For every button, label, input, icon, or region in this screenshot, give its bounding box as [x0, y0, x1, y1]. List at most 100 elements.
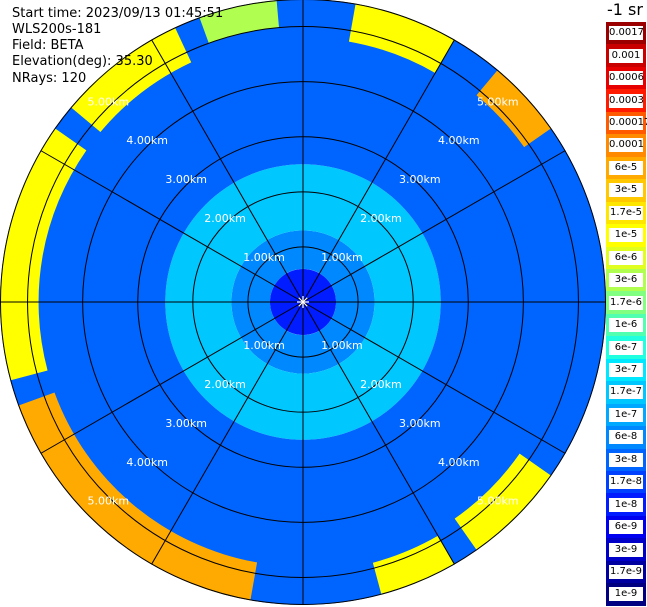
colorbar-cell: 0.00017 [606, 111, 647, 135]
range-label: 3.00km [399, 417, 441, 430]
colorbar-cell: 3e-5 [606, 179, 646, 203]
colorbar-tick-label: 0.0006 [609, 71, 644, 86]
colorbar-cell: 0.0006 [606, 66, 646, 90]
colorbar-tick-label: 1e-9 [609, 587, 643, 602]
range-label: 4.00km [438, 134, 480, 147]
colorbar-tick-label: 1.7e-7 [609, 385, 643, 400]
colorbar-tick-label: 3e-6 [609, 273, 643, 288]
colorbar-tick-label: 0.0001 [609, 138, 644, 153]
colorbar-cell: 1.7e-9 [606, 560, 646, 584]
colorbar-cell: 1.7e-7 [606, 381, 646, 405]
colorbar: 0.0017 0.001 0.0006 0.0003 0.00017 0.0001 6e-5… [606, 22, 647, 607]
center-marker-ray [298, 301, 304, 307]
colorbar-tick-label: 1e-6 [609, 318, 643, 333]
polar-grid [0, 0, 606, 605]
colorbar-cell: 1e-7 [606, 403, 646, 427]
range-label: 1.00km [321, 339, 363, 352]
range-label: 1.00km [243, 251, 285, 264]
range-label: 4.00km [126, 456, 168, 469]
range-label: 2.00km [204, 378, 246, 391]
range-label: 3.00km [399, 173, 441, 186]
colorbar-tick-label: 0.0017 [609, 26, 644, 41]
colorbar-units-label: -1 sr [607, 0, 643, 19]
range-label: 2.00km [360, 378, 402, 391]
colorbar-cell: 0.0001 [606, 134, 646, 158]
range-label: 5.00km [87, 95, 129, 108]
colorbar-cell: 1e-8 [606, 493, 646, 517]
range-label: 4.00km [438, 456, 480, 469]
colorbar-tick-label: 1e-8 [609, 497, 643, 512]
colorbar-tick-label: 1.7e-5 [609, 205, 643, 220]
colorbar-cell: 1.7e-5 [606, 201, 646, 225]
colorbar-tick-label: 1e-7 [609, 407, 643, 422]
colorbar-tick-label: 6e-6 [609, 250, 643, 265]
colorbar-tick-label: 3e-7 [609, 362, 643, 377]
colorbar-cell: 1e-5 [606, 224, 646, 247]
heatmap-region-10 [70, 27, 192, 133]
range-label: 3.00km [165, 173, 207, 186]
range-labels: 1.00km 1.00km 1.00km 1.00km 2.00km 2.00km 2.00… [87, 95, 518, 507]
colorbar-tick-label: 6e-8 [609, 430, 643, 445]
range-label: 1.00km [243, 339, 285, 352]
colorbar-cell: 0.0003 [606, 89, 646, 113]
radial-spoke-210 [151, 301, 304, 565]
colorbar-cell: 1e-6 [606, 313, 646, 337]
colorbar-cell: 1.7e-8 [606, 471, 646, 494]
heatmap-region-2 [165, 164, 441, 440]
radial-spoke-30 [302, 39, 455, 303]
radial-spoke-300 [40, 150, 304, 303]
center-marker-ray [302, 301, 308, 307]
colorbar-cell: 3e-6 [606, 268, 646, 292]
center-marker-ray [298, 297, 304, 303]
colorbar-tick-label: 1.7e-6 [609, 295, 643, 310]
ppi-polar-plot: 1.00km 1.00km 1.00km 1.00km 2.00km 2.00km 2.00… [0, 0, 606, 605]
radial-spoke-60 [302, 150, 566, 303]
colorbar-cell: 3e-7 [606, 358, 646, 382]
device-name-text: WLS200s-181 [12, 22, 102, 37]
heatmap-region-6 [454, 453, 552, 551]
nrays-text: NRays: 120 [12, 71, 87, 86]
colorbar-tick-label: 3e-9 [609, 542, 643, 557]
field-text: Field: BETA [12, 38, 84, 53]
colorbar-tick-label: 1e-5 [609, 228, 643, 243]
heatmap-region-4 [348, 3, 455, 73]
colorbar-cell: 6e-6 [606, 246, 646, 270]
range-label: 3.00km [165, 417, 207, 430]
center-marker-ray [302, 297, 308, 303]
radial-spoke-330 [151, 39, 304, 303]
radial-spoke-150 [302, 301, 455, 565]
colorbar-tick-label: 6e-7 [609, 340, 643, 355]
range-label: 2.00km [204, 212, 246, 225]
colorbar-tick-label: 3e-8 [609, 452, 643, 467]
range-label: 4.00km [126, 134, 168, 147]
range-label: 1.00km [321, 251, 363, 264]
colorbar-cell: 0.0017 [606, 22, 646, 45]
colorbar-cell: 0.001 [606, 44, 646, 68]
colorbar-tick-label: 6e-5 [609, 160, 643, 175]
colorbar-cell: 6e-7 [606, 336, 646, 360]
range-label: 5.00km [477, 495, 519, 508]
colorbar-tick-label: 0.0003 [609, 93, 644, 108]
colorbar-tick-label: 0.00017 [609, 116, 647, 131]
heatmap-region-8 [18, 392, 258, 601]
colorbar-tick-label: 0.001 [609, 48, 643, 63]
radial-spoke-120 [302, 301, 566, 454]
radial-spoke-240 [40, 301, 304, 454]
range-label: 2.00km [360, 212, 402, 225]
heatmap-region-3 [0, 0, 606, 605]
heatmap-region-5 [476, 69, 552, 148]
range-label: 5.00km [477, 95, 519, 108]
colorbar-cell: 6e-5 [606, 156, 646, 180]
heatmap-region-7 [372, 535, 455, 595]
colorbar-cell: 6e-9 [606, 515, 646, 539]
heatmap-region-1 [231, 230, 375, 374]
colorbar-tick-label: 1.7e-9 [609, 565, 643, 580]
colorbar-cell: 6e-8 [606, 426, 646, 450]
colorbar-tick-label: 6e-9 [609, 520, 643, 535]
start-time-text: Start time: 2023/09/13 01:45:51 [12, 6, 224, 21]
colorbar-cell: 3e-9 [606, 538, 646, 562]
colorbar-tick-label: 1.7e-8 [609, 475, 643, 490]
colorbar-cell: 1.7e-6 [606, 291, 646, 315]
elevation-text: Elevation(deg): 35.30 [12, 54, 153, 69]
colorbar-cell: 1e-9 [606, 583, 646, 607]
